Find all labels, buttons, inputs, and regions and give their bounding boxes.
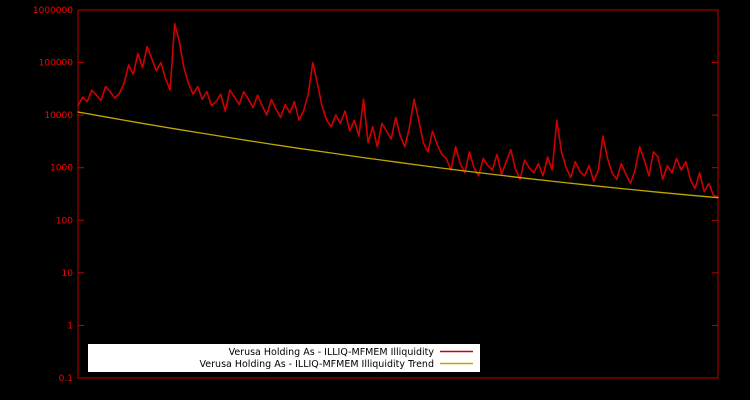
legend-entry-trend: Verusa Holding As - ILLIQ-MFMEM Illiquid… [200, 359, 473, 370]
y-tick-label: 10000 [44, 111, 73, 121]
illiquidity-trend-line [77, 111, 719, 199]
y-tick-label: 1 [67, 321, 73, 331]
legend-box: Verusa Holding As - ILLIQ-MFMEM Illiquid… [88, 344, 480, 372]
plot-area: 1000000 100000 10000 1000 100 10 1 0.1 [33, 6, 719, 384]
y-tick-label: 100000 [39, 59, 74, 69]
y-tick-label: 0.1 [59, 374, 73, 384]
illiquidity-line [77, 22, 719, 198]
y-tick-label: 100 [56, 216, 73, 226]
legend-label-illiquidity: Verusa Holding As - ILLIQ-MFMEM Illiquid… [229, 347, 435, 358]
y-tick-label: 1000000 [33, 6, 73, 16]
chart-frame [77, 9, 719, 379]
y-tick-label: 1000 [50, 164, 73, 174]
y-tick-label: 10 [62, 269, 74, 279]
legend-entry-illiquidity: Verusa Holding As - ILLIQ-MFMEM Illiquid… [229, 347, 473, 358]
legend-background [88, 344, 480, 372]
legend-label-trend: Verusa Holding As - ILLIQ-MFMEM Illiquid… [200, 359, 434, 370]
